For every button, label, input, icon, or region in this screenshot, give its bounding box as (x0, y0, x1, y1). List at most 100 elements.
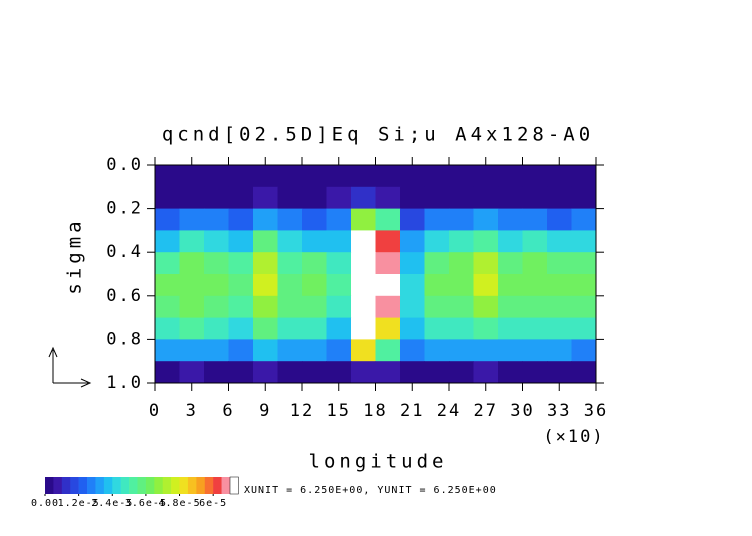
field-cell (179, 230, 205, 253)
field-cell (522, 339, 548, 362)
field-cell (302, 317, 327, 340)
chart-title: qcnd[02.5D]Eq Si;u A4x128-A0 (162, 124, 594, 146)
field-cell (400, 208, 425, 231)
reference-arrow (48, 346, 92, 388)
field-cell (547, 186, 572, 210)
field-cell (498, 361, 523, 384)
field-cell (351, 295, 376, 319)
field-cell (155, 295, 180, 319)
field-cell (179, 186, 205, 210)
field-cell (277, 317, 303, 340)
field-cell (204, 208, 229, 231)
field-cell (400, 317, 425, 340)
field-cell (326, 361, 352, 384)
field-cell (302, 295, 327, 319)
y-axis-label: sigma (64, 217, 86, 294)
colorbar-label: 0.00 (31, 498, 59, 509)
field-cell (498, 317, 523, 340)
colorbar-over (229, 476, 239, 495)
colorbar-label: 3.6e-5 (125, 498, 167, 509)
field-cell (326, 274, 352, 297)
field-cell (228, 186, 254, 210)
field-cell (375, 339, 401, 362)
colorbar-box (204, 477, 214, 494)
field-cell (473, 252, 499, 275)
field-cell (277, 230, 303, 253)
colorbar-box (112, 477, 121, 494)
x-tick-label: 33 (547, 401, 571, 421)
field-cell (522, 186, 548, 210)
field-cell (375, 186, 401, 210)
y-tick-label: 0.0 (106, 155, 143, 175)
field-cell (375, 208, 401, 231)
colorbar-box (187, 477, 197, 494)
field-cell (253, 317, 278, 340)
field-cell (302, 165, 327, 188)
field-cell (253, 252, 278, 275)
field-cell (228, 230, 254, 253)
colorbar-box (87, 477, 96, 494)
field-cell (571, 208, 597, 231)
y-tick-label: 0.4 (106, 242, 143, 262)
colorbar-label: 6e-5 (199, 498, 227, 509)
colorbar-box (213, 477, 222, 494)
field-cell (449, 165, 474, 188)
field-cell (424, 165, 450, 188)
x-tick-label: 27 (474, 401, 498, 421)
field-cell (571, 230, 597, 253)
field-cell (473, 317, 499, 340)
field-cell (253, 208, 278, 231)
field-cell (253, 230, 278, 253)
field-cell (473, 186, 499, 210)
field-cell (228, 274, 254, 297)
field-cell (155, 317, 180, 340)
field-cell (351, 252, 376, 275)
field-cell (449, 230, 474, 253)
field-cell (204, 361, 229, 384)
field-cell (326, 165, 352, 188)
field-cell (302, 361, 327, 384)
field-cell (302, 339, 327, 362)
x-tick-label: 12 (290, 401, 314, 421)
colorbar-box (95, 477, 105, 494)
field (155, 165, 597, 384)
field-cell (375, 361, 401, 384)
field-cell (253, 339, 278, 362)
field-cell (228, 252, 254, 275)
field-cell (375, 230, 401, 253)
field-cell (351, 317, 376, 340)
field-cell (228, 295, 254, 319)
field-cell (302, 252, 327, 275)
field-cell (302, 186, 327, 210)
field-cell (179, 339, 205, 362)
y-tick-label: 0.2 (106, 199, 143, 219)
field-cell (253, 165, 278, 188)
field-cell (351, 208, 376, 231)
colorbar-box (221, 477, 231, 494)
field-cell (302, 274, 327, 297)
field-cell (424, 339, 450, 362)
field-cell (424, 230, 450, 253)
field-cell (424, 186, 450, 210)
field-cell (228, 208, 254, 231)
field-cell (400, 295, 425, 319)
field-cell (571, 186, 597, 210)
field-cell (449, 186, 474, 210)
field-cell (326, 230, 352, 253)
field-cell (351, 274, 376, 297)
field-cell (424, 295, 450, 319)
field-cell (155, 230, 180, 253)
x-scale-note: (×10) (543, 427, 604, 447)
colorbar-box (78, 477, 88, 494)
field-cell (326, 252, 352, 275)
field-cell (522, 317, 548, 340)
field-cell (473, 361, 499, 384)
x-tick-label: 6 (222, 401, 234, 421)
field-cell (547, 317, 572, 340)
field-cell (547, 361, 572, 384)
colorbar-box (171, 477, 180, 494)
colorbar-box (154, 477, 164, 494)
colorbar-box (196, 477, 206, 494)
field-cell (473, 165, 499, 188)
